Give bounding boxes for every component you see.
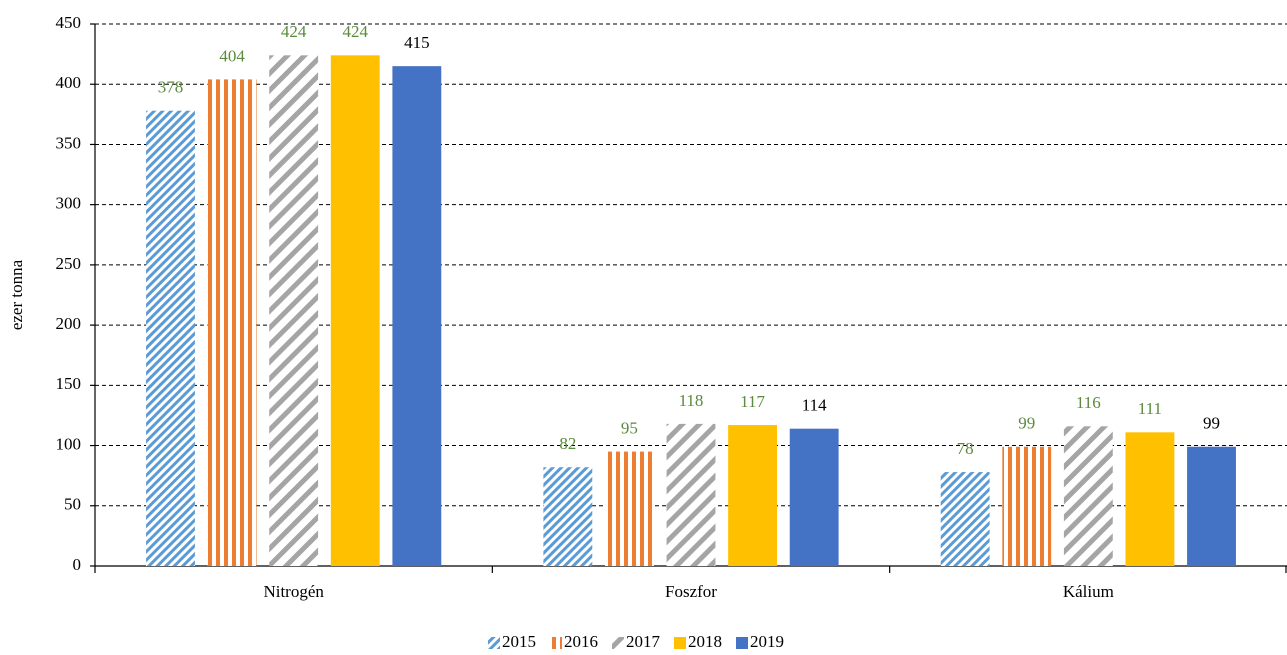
bar <box>1187 446 1236 566</box>
bar <box>207 79 257 566</box>
data-label: 404 <box>219 46 245 65</box>
bar <box>269 55 319 567</box>
bar <box>666 423 716 566</box>
legend-label: 2017 <box>626 632 661 651</box>
data-label: 78 <box>957 439 974 458</box>
bar <box>604 451 654 566</box>
y-tick-label: 350 <box>56 133 82 152</box>
data-label: 82 <box>559 434 576 453</box>
data-label: 99 <box>1018 414 1035 433</box>
data-label: 118 <box>679 391 704 410</box>
data-label: 424 <box>281 22 307 41</box>
y-tick-label: 50 <box>64 495 81 514</box>
bar <box>543 467 593 566</box>
bar <box>392 66 442 567</box>
data-label: 111 <box>1138 399 1162 418</box>
data-label: 95 <box>621 418 638 437</box>
y-tick-label: 300 <box>56 194 82 213</box>
data-label: 99 <box>1203 414 1220 433</box>
y-tick-label: 250 <box>56 254 82 273</box>
y-tick-label: 0 <box>73 555 82 574</box>
x-tick-label: Foszfor <box>665 582 717 601</box>
data-label: 415 <box>404 33 430 52</box>
legend-swatch <box>612 637 624 649</box>
x-tick-label: Kálium <box>1063 582 1114 601</box>
legend-swatch <box>674 637 686 649</box>
y-axis-label: ezer tonna <box>7 259 26 330</box>
legend-label: 2016 <box>564 632 598 651</box>
bar <box>1002 446 1052 566</box>
bar <box>146 110 195 566</box>
y-tick-label: 100 <box>56 434 82 453</box>
bar <box>728 425 778 566</box>
legend-swatch <box>736 637 748 649</box>
bar <box>789 428 839 566</box>
legend-label: 2019 <box>750 632 784 651</box>
data-label: 117 <box>740 392 765 411</box>
data-label: 116 <box>1076 393 1101 412</box>
y-tick-label: 200 <box>56 314 82 333</box>
y-tick-label: 150 <box>56 374 82 393</box>
legend-label: 2018 <box>688 632 722 651</box>
bar <box>330 55 380 567</box>
legend-swatch <box>488 637 500 649</box>
data-label: 378 <box>158 78 184 97</box>
bar <box>1125 432 1175 566</box>
legend-label: 2015 <box>502 632 536 651</box>
y-tick-label: 450 <box>56 13 82 32</box>
bar <box>1063 426 1113 566</box>
data-label: 114 <box>802 396 827 415</box>
data-label: 424 <box>343 22 369 41</box>
x-tick-label: Nitrogén <box>263 582 324 601</box>
y-tick-label: 400 <box>56 73 82 92</box>
legend-swatch <box>550 637 562 649</box>
bar <box>940 472 990 566</box>
